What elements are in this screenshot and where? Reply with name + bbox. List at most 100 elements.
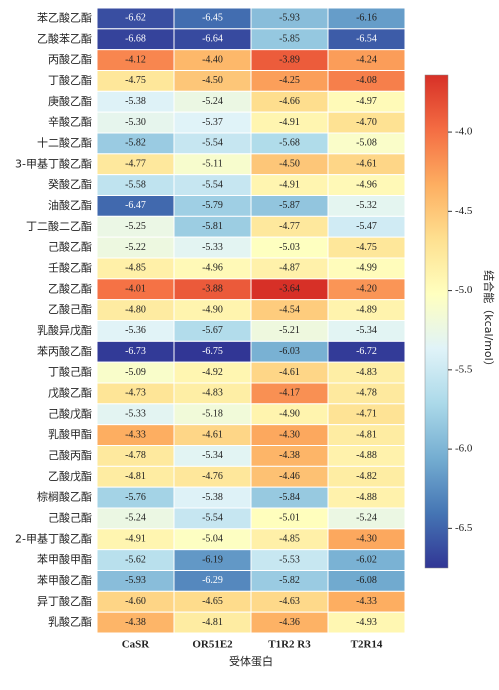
cell-value: -5.79 — [202, 200, 223, 211]
cell-value: -5.36 — [125, 325, 146, 336]
cell-value: -6.75 — [202, 346, 223, 357]
colorbar-tick-label: -4.0 — [455, 126, 473, 138]
row-label: 乳酸异戊酯 — [37, 323, 92, 337]
column-label: T1R2 R3 — [268, 639, 311, 651]
cell-value: -5.34 — [356, 325, 377, 336]
heatmap-cell — [327, 611, 406, 634]
row-label: 丁酸乙酯 — [48, 73, 92, 87]
cell-value: -5.82 — [279, 575, 300, 586]
cell-value: -4.91 — [279, 117, 300, 128]
cell-value: -4.50 — [202, 75, 223, 86]
row-label: 油酸乙酯 — [48, 198, 92, 212]
cell-value: -4.90 — [279, 409, 300, 420]
cell-value: -5.53 — [279, 554, 300, 565]
cell-value: -4.66 — [279, 96, 300, 107]
cell-value: -5.82 — [125, 138, 146, 149]
row-label: 乙酸乙酯 — [48, 281, 92, 295]
column-label: CaSR — [122, 639, 151, 651]
cell-value: -4.24 — [356, 54, 377, 65]
row-label: 己酸己酯 — [48, 510, 92, 524]
cell-value: -4.83 — [356, 367, 377, 378]
row-label: 庚酸乙酯 — [48, 94, 92, 108]
row-label: 壬酸乙酯 — [48, 260, 92, 274]
cell-value: -4.80 — [125, 304, 146, 315]
cell-value: -4.92 — [202, 367, 223, 378]
cell-value: -4.71 — [356, 409, 377, 420]
cell-value: -5.81 — [202, 221, 223, 232]
cell-value: -6.08 — [356, 575, 377, 586]
cell-value: -4.89 — [356, 304, 377, 315]
cell-value: -4.40 — [202, 54, 223, 65]
row-label: 棕榈酸乙酯 — [37, 490, 92, 504]
cell-value: -4.60 — [125, 596, 146, 607]
cell-value: -6.62 — [125, 13, 146, 24]
cell-value: -4.33 — [125, 429, 146, 440]
cell-value: -6.64 — [202, 34, 223, 45]
row-label: 戊酸乙酯 — [48, 385, 92, 399]
cell-value: -5.33 — [202, 242, 223, 253]
cell-value: -4.08 — [356, 75, 377, 86]
colorbar-tick-label: -6.0 — [455, 443, 473, 455]
cell-value: -5.54 — [202, 513, 223, 524]
cell-value: -5.47 — [356, 221, 377, 232]
colorbar-label: 结合能（kcal/mol） — [482, 270, 496, 371]
cell-value: -4.96 — [356, 179, 377, 190]
cell-value: -4.36 — [279, 617, 300, 628]
cell-value: -5.87 — [279, 200, 300, 211]
cell-value: -6.16 — [356, 13, 377, 24]
cell-value: -4.33 — [356, 596, 377, 607]
row-label: 苯甲酸甲酯 — [37, 552, 92, 566]
cell-value: -6.73 — [125, 346, 146, 357]
cell-value: -5.76 — [125, 492, 146, 503]
cell-value: -4.81 — [125, 471, 146, 482]
cell-value: -4.25 — [279, 75, 300, 86]
cell-value: -5.33 — [125, 409, 146, 420]
row-label: 辛酸乙酯 — [48, 115, 92, 129]
cell-value: -5.30 — [125, 117, 146, 128]
cell-value: -4.76 — [202, 471, 223, 482]
row-label: 丁酸己酯 — [48, 365, 92, 379]
colorbar-tick-label: -6.5 — [455, 522, 473, 534]
cell-value: -4.78 — [125, 450, 146, 461]
cell-value: -4.38 — [279, 450, 300, 461]
row-label: 苯丙酸乙酯 — [37, 344, 92, 358]
cell-value: -4.30 — [356, 534, 377, 545]
cell-value: -4.20 — [356, 284, 377, 295]
row-label: 苯乙酸乙酯 — [37, 10, 92, 24]
cell-value: -5.93 — [279, 13, 300, 24]
cell-value: -4.01 — [125, 284, 146, 295]
cell-value: -4.38 — [125, 617, 146, 628]
cell-value: -4.83 — [202, 388, 223, 399]
cell-value: -3.88 — [202, 284, 223, 295]
row-label: 己酸丙酯 — [48, 448, 92, 462]
cell-value: -4.46 — [279, 471, 300, 482]
row-label: 己酸戊酯 — [48, 406, 92, 420]
cell-value: -4.65 — [202, 596, 223, 607]
cell-value: -4.77 — [125, 159, 146, 170]
cell-value: -4.12 — [125, 54, 146, 65]
cell-value: -4.70 — [356, 117, 377, 128]
cell-value: -5.24 — [356, 513, 377, 524]
cell-value: -5.32 — [356, 200, 377, 211]
cell-value: -5.62 — [125, 554, 146, 565]
cell-value: -5.22 — [125, 242, 146, 253]
cell-value: -5.04 — [202, 534, 223, 545]
cell-value: -5.03 — [279, 242, 300, 253]
cell-value: -4.91 — [279, 179, 300, 190]
cell-value: -4.85 — [279, 534, 300, 545]
cell-value: -6.29 — [202, 575, 223, 586]
row-label: 乙酸己酯 — [48, 302, 92, 316]
row-label: 丙酸乙酯 — [48, 52, 92, 66]
row-label: 异丁酸乙酯 — [37, 594, 92, 608]
cell-value: -5.85 — [279, 34, 300, 45]
cell-value: -4.63 — [279, 596, 300, 607]
cell-value: -5.67 — [202, 325, 223, 336]
cell-value: -5.08 — [356, 138, 377, 149]
cell-value: -4.88 — [356, 450, 377, 461]
row-label: 癸酸乙酯 — [48, 177, 92, 191]
cell-value: -4.75 — [356, 242, 377, 253]
cell-value: -4.78 — [356, 388, 377, 399]
colorbar — [424, 74, 449, 569]
cell-value: -5.11 — [202, 159, 222, 170]
